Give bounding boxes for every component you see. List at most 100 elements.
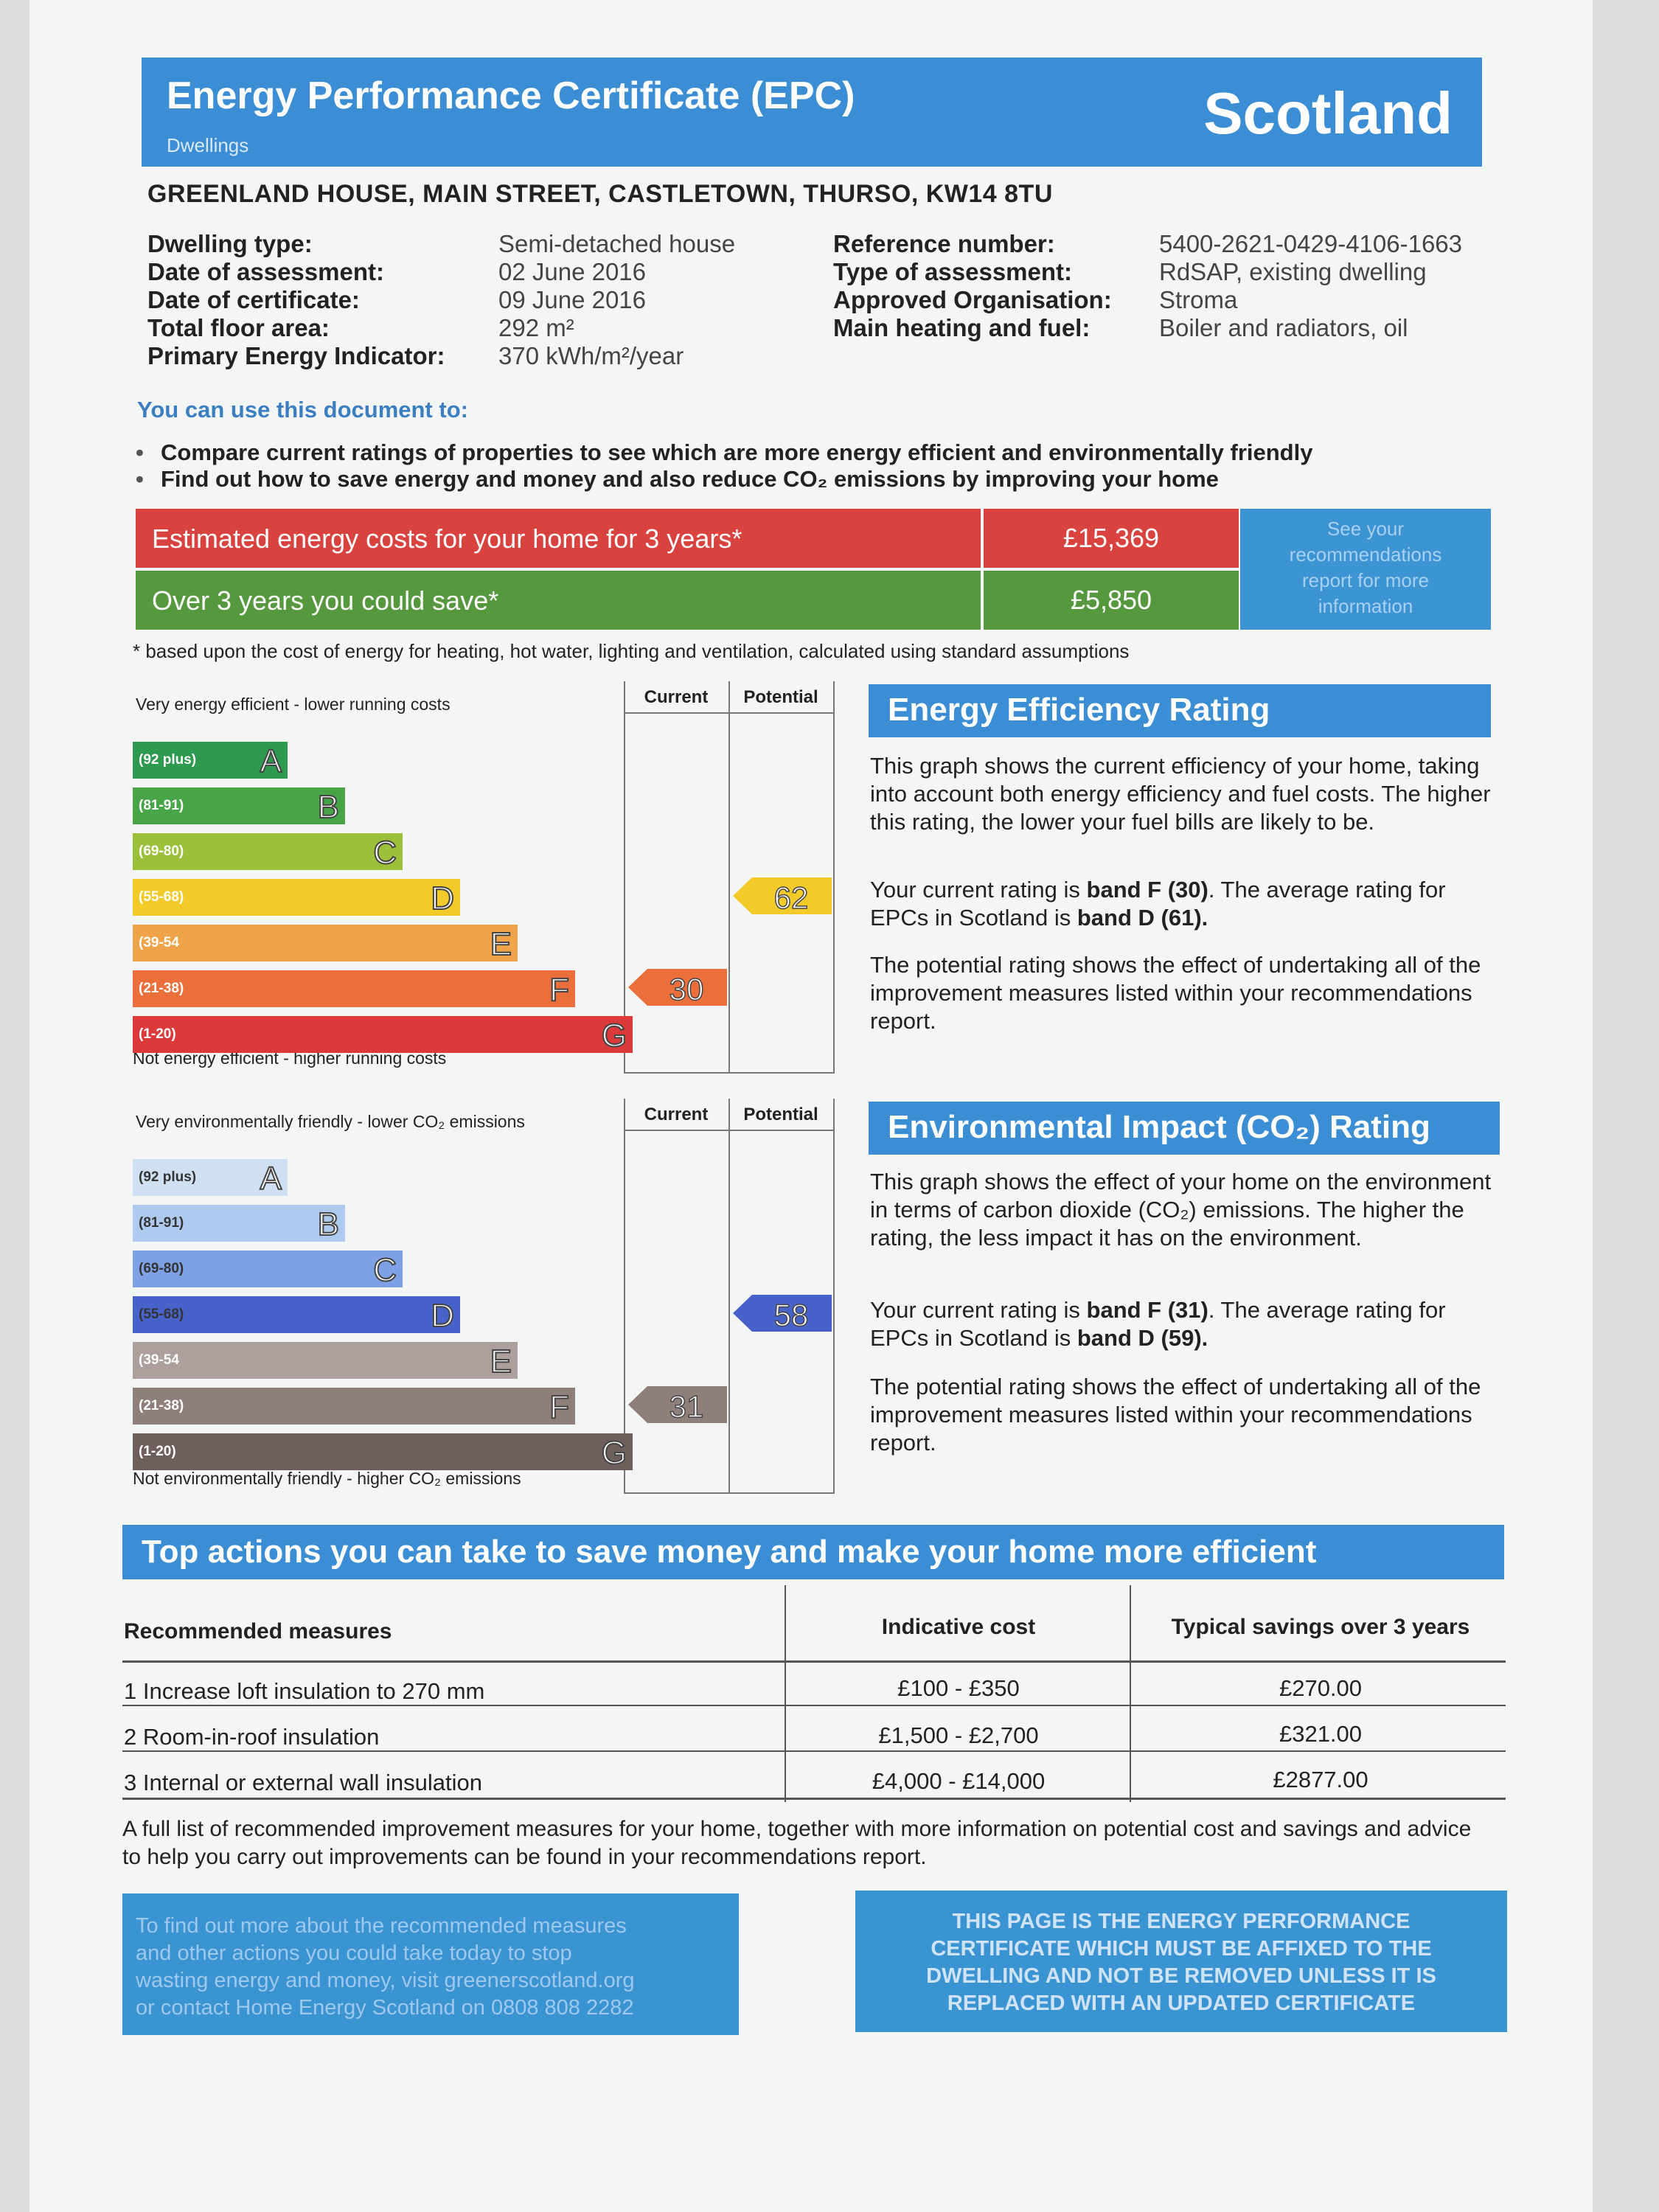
detail-value: Semi-detached house (498, 230, 736, 257)
energy-band-f: (21-38) F (133, 970, 575, 1009)
table-rule (122, 1660, 1506, 1663)
estimated-cost-label: Estimated energy costs for your home for… (152, 524, 742, 554)
details-right-values: 5400-2621-0429-4106-1663 RdSAP, existing… (1159, 230, 1462, 342)
band-range: (81-91) (139, 1215, 184, 1231)
chart-rule (624, 1072, 833, 1074)
band-range: (92 plus) (139, 1169, 197, 1185)
detail-value: Stroma (1159, 286, 1238, 313)
env-current-rating-arrow: 31 (628, 1386, 727, 1425)
notice-line: CERTIFICATE WHICH MUST BE AFFIXED TO THE (931, 1937, 1432, 1961)
band-range: (39-54 (139, 935, 179, 950)
band-letter: G (601, 1434, 627, 1472)
detail-row: Reference number: (833, 230, 1112, 258)
text-part: Your current rating is (870, 1297, 1087, 1323)
savings-value: £5,850 (984, 571, 1239, 630)
current-column-header: Current (644, 687, 709, 707)
env-band-c: (69-80) C (133, 1251, 403, 1289)
note-line: information (1318, 595, 1413, 617)
detail-row: Dwelling type: (147, 230, 445, 258)
detail-row: Primary Energy Indicator: (147, 342, 445, 370)
chart-top-caption: Very energy efficient - lower running co… (136, 695, 451, 714)
band-letter: E (490, 1343, 512, 1380)
detail-row: Total floor area: (147, 314, 445, 342)
energy-efficiency-chart: Current Potential Very energy efficient - … (127, 681, 835, 1079)
cost-cell: £4,000 - £14,000 (872, 1768, 1046, 1794)
detail-label: Primary Energy Indicator: (147, 342, 445, 369)
detail-value: 5400-2621-0429-4106-1663 (1159, 230, 1463, 257)
advice-line: To find out more about the recommended m… (136, 1914, 627, 1938)
env-potential-rating-arrow: 58 (733, 1295, 832, 1333)
detail-label: Approved Organisation: (833, 286, 1112, 313)
notice-line: REPLACED WITH AN UPDATED CERTIFICATE (947, 1992, 1416, 2015)
band-range: (81-91) (139, 798, 184, 813)
certificate-subtitle: Dwellings (167, 134, 249, 156)
chart-rule (833, 681, 835, 1074)
energy-band-g: (1-20) G (133, 1016, 633, 1054)
column-header: Recommended measures (124, 1619, 392, 1644)
heading-text: Top actions you can take to save money a… (142, 1534, 1317, 1570)
band-range: (69-80) (139, 1261, 184, 1276)
band-letter: C (372, 1251, 397, 1289)
column-header: Indicative cost (881, 1615, 1036, 1639)
band-letter: F (549, 1388, 570, 1426)
heading-text: Environmental Impact (CO₂) Rating (888, 1109, 1430, 1145)
table-rule (122, 1705, 1506, 1706)
band-range: (21-38) (139, 1398, 184, 1413)
chart-top-caption: Very environmentally friendly - lower CO… (136, 1112, 525, 1131)
measure-cell: 2 Room-in-roof insulation (124, 1724, 380, 1750)
cost-cell: £100 - £350 (897, 1675, 1020, 1701)
bullet-item: • Find out how to save energy and money a… (136, 466, 1219, 492)
cost-footnote: * based upon the cost of energy for heat… (133, 640, 1130, 662)
band-letter: D (430, 880, 455, 917)
env-band-d: (55-68) D (133, 1296, 460, 1335)
env-band-a: (92 plus) A (133, 1159, 288, 1197)
band-range: (21-38) (139, 981, 184, 996)
detail-value: Boiler and radiators, oil (1159, 314, 1408, 341)
bullet-item: • Compare current ratings of properties t… (136, 439, 1313, 465)
chart-rule (728, 681, 730, 1074)
current-band-text: band F (30) (1086, 877, 1208, 902)
chart-bottom-caption: Not environmentally friendly - higher CO… (133, 1469, 521, 1488)
potential-column-header: Potential (743, 1105, 818, 1124)
band-letter: F (549, 971, 570, 1009)
band-range: (69-80) (139, 844, 184, 859)
env-paragraph-3: The potential rating shows the effect of… (870, 1374, 1481, 1455)
details-right: Reference number: Type of assessment: Ap… (833, 230, 1112, 342)
energy-potential-rating-arrow: 62 (733, 877, 832, 916)
band-letter: G (601, 1017, 627, 1054)
detail-label: Date of certificate: (147, 286, 360, 313)
advice-line: wasting energy and money, visit greeners… (136, 1969, 635, 1992)
measure-cell: 3 Internal or external wall insulation (124, 1770, 482, 1795)
chart-rule (624, 1492, 833, 1494)
note-line: report for more (1302, 569, 1429, 591)
band-letter: C (372, 834, 397, 872)
detail-label: Dwelling type: (147, 230, 313, 257)
heading-text: Energy Efficiency Rating (888, 692, 1270, 728)
energy-band-d: (55-68) D (133, 879, 460, 917)
band-letter: A (260, 1160, 282, 1197)
notice-line: THIS PAGE IS THE ENERGY PERFORMANCE (952, 1910, 1411, 1933)
energy-paragraph-3: The potential rating shows the effect of… (870, 952, 1481, 1034)
note-line: See your (1326, 518, 1405, 540)
environmental-impact-heading: Environmental Impact (CO₂) Rating (869, 1102, 1500, 1155)
table-rule (122, 1798, 1506, 1800)
band-range: (92 plus) (139, 752, 197, 768)
table-divider (785, 1585, 786, 1802)
table-rule (122, 1750, 1506, 1752)
saving-cell: £2877.00 (1273, 1767, 1368, 1792)
column-header: Typical savings over 3 years (1171, 1615, 1470, 1639)
advice-box: To find out more about the recommended m… (122, 1893, 739, 2035)
band-letter: D (430, 1297, 455, 1335)
advice-line: and other actions you could take today t… (136, 1941, 572, 1965)
detail-label: Main heating and fuel: (833, 314, 1091, 341)
energy-paragraph-1: This graph shows the current efficiency … (870, 753, 1491, 835)
detail-row: Date of assessment: (147, 258, 445, 286)
env-paragraph-1: This graph shows the effect of your home… (870, 1169, 1492, 1251)
environmental-impact-chart: Current Potential Very environmentally fri… (127, 1099, 835, 1500)
energy-band-a: (92 plus) A (133, 742, 288, 780)
band-range: (1-20) (139, 1026, 176, 1042)
detail-value: 09 June 2016 (498, 286, 647, 313)
details-left: Dwelling type: Date of assessment: Date … (147, 230, 445, 370)
chart-rule (624, 681, 625, 1074)
detail-row: Main heating and fuel: (833, 314, 1112, 342)
